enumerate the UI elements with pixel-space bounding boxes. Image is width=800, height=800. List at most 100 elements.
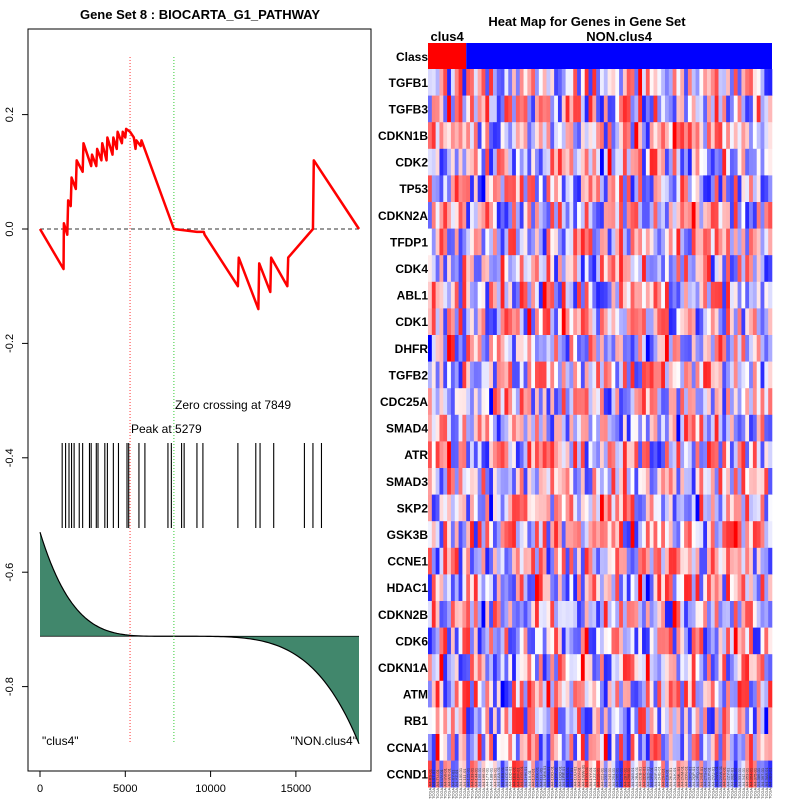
heatmap-cell (664, 148, 670, 176)
heatmap-cell (573, 148, 578, 176)
heatmap-cell (622, 202, 628, 229)
heatmap-cell (630, 414, 635, 442)
heatmap-cell (466, 308, 471, 336)
heatmap-cell (668, 255, 673, 283)
gene-label-tp53: TP53 (399, 182, 428, 196)
heatmap-cell (607, 148, 612, 176)
heatmap-cell (664, 255, 670, 283)
heatmap-cell (611, 255, 616, 283)
heatmap-cell (584, 414, 589, 442)
heatmap-cell (573, 707, 578, 735)
heatmap-cell (554, 255, 559, 283)
heatmap-cell (500, 361, 505, 389)
heatmap-cell (481, 494, 486, 522)
heatmap-cell (428, 574, 433, 602)
heatmap-cell (649, 468, 654, 495)
heatmap-cell (664, 202, 670, 229)
sample-label: TCGA-A4-2FE-01 (649, 766, 654, 799)
heatmap-cell (699, 361, 704, 389)
heatmap-cell (462, 69, 467, 96)
heatmap-cell (580, 308, 586, 336)
sample-label: TCGA-A4-2IH-01 (661, 768, 666, 799)
heatmap-cell (435, 388, 440, 416)
heatmap-cell (676, 388, 681, 416)
heatmap-cell (450, 574, 456, 602)
heatmap-cell (733, 122, 738, 150)
heatmap-cell (752, 494, 758, 522)
heatmap-cell (470, 547, 475, 575)
heatmap-cell (699, 601, 704, 628)
heatmap-cell (684, 627, 689, 655)
heatmap-cell (557, 361, 563, 389)
sample-label: TCGA-A4-320-01 (733, 767, 738, 799)
y-tick-label: -0.4 (4, 448, 16, 467)
heatmap-cell (756, 335, 761, 362)
heatmap-cell (726, 255, 731, 283)
heatmap-cell (546, 308, 551, 336)
heatmap-cell (588, 574, 593, 602)
heatmap-cell (580, 388, 586, 416)
sample-label: TCGA-A4-353-01 (745, 767, 750, 799)
heatmap-cell (657, 654, 662, 682)
heatmap-cell (588, 414, 593, 442)
heatmap-cell (684, 574, 689, 602)
heatmap-cell (607, 202, 612, 229)
heatmap-cell (573, 760, 578, 788)
sample-label: TCGA-A4-1SS-01 (565, 766, 570, 799)
heatmap-cell (550, 202, 555, 229)
heatmap-cell (596, 760, 601, 788)
heatmap-cell (569, 627, 574, 655)
heatmap-cell (561, 734, 566, 761)
heatmap-cell (664, 468, 670, 495)
heatmap-cell (557, 122, 563, 150)
heatmap-cell (741, 335, 746, 362)
heatmap-cell (622, 95, 628, 123)
heatmap-cell (768, 441, 773, 469)
sample-label: TCGA-A4-276-01 (619, 767, 624, 799)
heatmap-cell (508, 707, 513, 735)
heatmap-cell (741, 734, 746, 761)
heatmap-cell (542, 281, 547, 309)
heatmap-cell (450, 468, 456, 495)
heatmap-cell (515, 574, 521, 602)
heatmap-cell (527, 148, 532, 176)
heatmap-cell (634, 734, 639, 761)
heatmap-cell (672, 654, 677, 682)
heatmap-cell (718, 281, 723, 309)
heatmap-cell (691, 69, 696, 96)
heatmap-cell (485, 627, 490, 655)
heatmap-cell (473, 388, 478, 416)
heatmap-cell (443, 760, 448, 788)
heatmap-cell (454, 468, 459, 495)
heatmap-cell (523, 361, 528, 389)
heatmap-cell (580, 680, 586, 708)
heatmap-cell (733, 441, 738, 469)
heatmap-cell (535, 308, 540, 336)
heatmap-cell (538, 95, 543, 123)
heatmap-cell (542, 521, 547, 549)
heatmap-cell (500, 255, 505, 283)
heatmap-cell (596, 414, 601, 442)
heatmap-cell (703, 255, 708, 283)
heatmap-cell (508, 414, 513, 442)
heatmap-cell (687, 734, 693, 761)
heatmap-cell (580, 175, 586, 203)
heatmap-cell (645, 627, 650, 655)
heatmap-cell (535, 734, 540, 761)
heatmap-cell (741, 308, 746, 336)
heatmap-cell (481, 255, 486, 283)
heatmap-cell (447, 574, 452, 602)
heatmap-cell (615, 468, 620, 495)
heatmap-cell (584, 468, 589, 495)
heatmap-cell (764, 228, 769, 256)
heatmap-cell (481, 574, 486, 602)
heatmap-cell (684, 441, 689, 469)
sample-label: TCGA-A4-155-01 (477, 767, 482, 799)
heatmap-cell (661, 175, 666, 203)
heatmap-cell (428, 707, 433, 735)
heatmap-cell (458, 441, 463, 469)
heatmap-cell (477, 494, 482, 522)
heatmap-cell (527, 468, 532, 495)
heatmap-cell (630, 468, 635, 495)
heatmap-cell (473, 122, 478, 150)
